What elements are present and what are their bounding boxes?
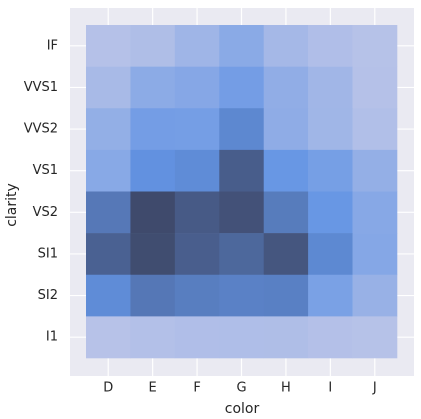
heatmap-cell bbox=[352, 25, 398, 67]
x-tick-label: G bbox=[236, 381, 246, 396]
heatmap-cell bbox=[352, 149, 398, 192]
y-axis-label: clarity bbox=[4, 183, 20, 227]
heatmap-cell bbox=[352, 66, 398, 109]
heatmap-cell bbox=[130, 316, 176, 359]
heatmap-cell bbox=[308, 191, 353, 234]
heatmap-cell bbox=[86, 233, 131, 276]
y-tick-label: VVS2 bbox=[24, 122, 58, 137]
heatmap-cell bbox=[219, 108, 265, 151]
heatmap-cell bbox=[174, 149, 220, 192]
heatmap-cell bbox=[86, 316, 131, 359]
heatmap-cell bbox=[352, 233, 398, 276]
heatmap-cell bbox=[130, 66, 176, 109]
heatmap-cell bbox=[174, 108, 220, 151]
heatmap-cell bbox=[308, 25, 353, 67]
heatmap-cell bbox=[263, 66, 309, 109]
heatmap-cell bbox=[130, 108, 176, 151]
heatmap-cell bbox=[219, 233, 265, 276]
heatmap-cell bbox=[352, 316, 398, 359]
heatmap-cell bbox=[263, 108, 309, 151]
y-tick-label: SI2 bbox=[38, 288, 58, 303]
heatmap-cell bbox=[219, 191, 265, 234]
heatmap-cell bbox=[219, 66, 265, 109]
heatmap-cell bbox=[219, 274, 265, 317]
x-tick-label: H bbox=[281, 381, 291, 396]
heatmap-cell bbox=[86, 108, 131, 151]
heatmap-cell bbox=[86, 274, 131, 317]
y-tick-label: SI1 bbox=[38, 246, 58, 261]
heatmap-cell bbox=[352, 274, 398, 317]
heatmap-cell bbox=[86, 66, 131, 109]
heatmap-cell bbox=[86, 191, 131, 234]
x-tick-label: D bbox=[103, 381, 113, 396]
heatmap-cell bbox=[130, 191, 176, 234]
heatmap-cell bbox=[130, 274, 176, 317]
heatmap-cell bbox=[86, 149, 131, 192]
heatmap-cell bbox=[174, 66, 220, 109]
heatmap-cell bbox=[174, 274, 220, 317]
heatmap-cell bbox=[308, 149, 353, 192]
y-tick-label: I1 bbox=[46, 330, 58, 345]
x-tick-label: F bbox=[193, 381, 200, 396]
heatmap-cell bbox=[130, 149, 176, 192]
heatmap-cell bbox=[86, 25, 131, 67]
heatmap-cell bbox=[263, 191, 309, 234]
heatmap-cell bbox=[352, 191, 398, 234]
heatmap-cell bbox=[308, 233, 353, 276]
heatmap-cell bbox=[219, 149, 265, 192]
x-axis-label: color bbox=[225, 401, 260, 417]
heatmap-cell bbox=[263, 149, 309, 192]
heatmap-cell bbox=[308, 108, 353, 151]
x-tick-label: E bbox=[149, 381, 157, 396]
heatmap-cell bbox=[174, 191, 220, 234]
heatmap-cell bbox=[352, 108, 398, 151]
heatmap-cell bbox=[174, 233, 220, 276]
y-tick-label: VS2 bbox=[33, 205, 58, 220]
heatmap-cell bbox=[219, 316, 265, 359]
x-tick-label: I bbox=[328, 381, 332, 396]
heatmap-cell bbox=[219, 25, 265, 67]
y-tick-label: VVS1 bbox=[24, 80, 58, 95]
heatmap-cell bbox=[174, 25, 220, 67]
heatmap-cell bbox=[308, 274, 353, 317]
heatmap-cell bbox=[130, 25, 176, 67]
heatmap-cell bbox=[263, 316, 309, 359]
heatmap-cell bbox=[130, 233, 176, 276]
heatmap-cell bbox=[263, 25, 309, 67]
y-tick-label: VS1 bbox=[33, 163, 58, 178]
heatmap-cell bbox=[308, 316, 353, 359]
heatmap-cell bbox=[263, 233, 309, 276]
y-tick-label: IF bbox=[47, 38, 58, 53]
heatmap-cell bbox=[263, 274, 309, 317]
heatmap-cell bbox=[174, 316, 220, 359]
heatmap-cell bbox=[308, 66, 353, 109]
x-tick-label: J bbox=[372, 381, 377, 396]
